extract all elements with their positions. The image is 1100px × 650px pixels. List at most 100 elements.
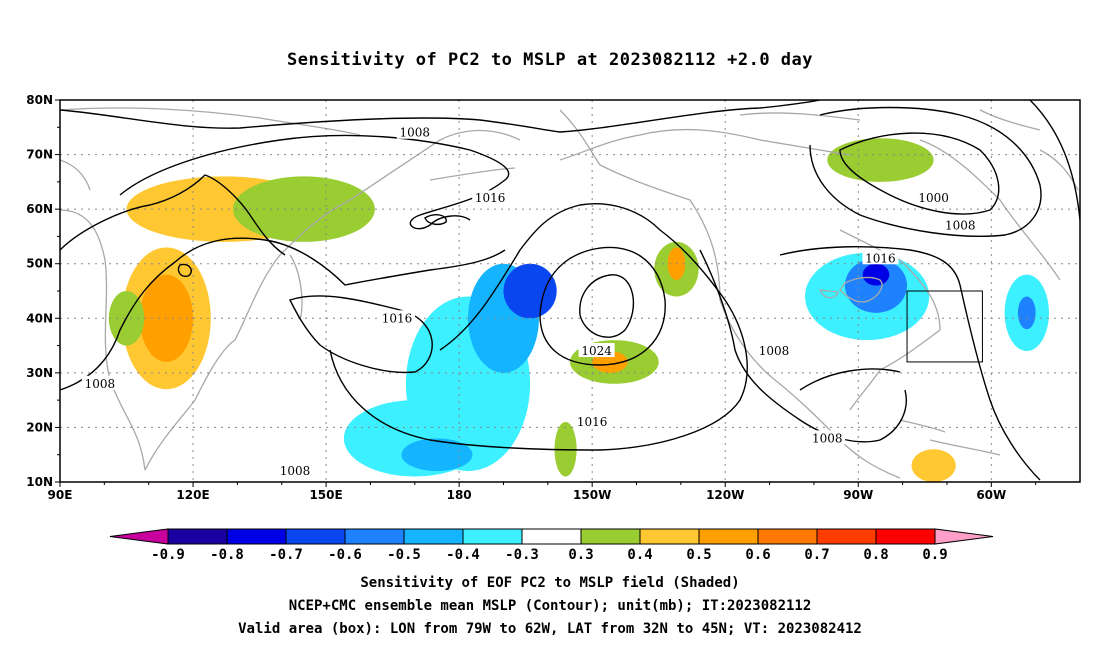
lon-tick-label: 120E — [176, 488, 209, 502]
shaded-region — [911, 449, 956, 482]
colorbar-high-arrow — [934, 528, 994, 545]
lat-tick-label: 30N — [26, 366, 53, 380]
colorbar-segment — [462, 528, 523, 545]
colorbar-segment — [639, 528, 700, 545]
contour-label-bg — [809, 430, 846, 445]
contour-1008-west — [60, 237, 506, 391]
contour-label: 1008 — [280, 464, 311, 478]
lat-tick-label: 80N — [26, 93, 53, 107]
colorbar-label: -0.9 — [151, 547, 185, 563]
colorbar-segment — [521, 528, 582, 545]
colorbar-segment — [875, 528, 936, 545]
contour-label-bg — [574, 413, 611, 428]
shaded-region — [232, 176, 375, 242]
contour-label: 1008 — [812, 431, 843, 445]
contour-label: 1008 — [945, 219, 976, 233]
contour-label: 1016 — [475, 191, 506, 205]
colorbar-segment — [698, 528, 759, 545]
map-title: Sensitivity of PC2 to MSLP at 2023082112… — [286, 50, 813, 70]
shaded-region — [862, 263, 890, 286]
contour-label: 1016 — [577, 415, 608, 429]
mslp-contours — [60, 100, 1080, 481]
colorbar-label: -0.8 — [210, 547, 244, 563]
contour-label: 1000 — [918, 191, 949, 205]
contour-label-bg — [915, 190, 952, 205]
contour-label-bg — [81, 375, 118, 390]
contour-label-bg — [277, 463, 314, 478]
contour-label: 1008 — [759, 344, 790, 358]
contour-1024-inner — [579, 274, 635, 338]
contour-1016-nw — [60, 174, 286, 256]
colorbar-label: -0.6 — [328, 547, 362, 563]
colorbar-label: 0.6 — [745, 547, 770, 563]
colorbar-label: 0.5 — [686, 547, 711, 563]
lon-tick-label: 150E — [309, 488, 342, 502]
shaded-region — [339, 361, 375, 395]
contour-1016-east — [779, 246, 1041, 481]
shaded-region — [503, 263, 557, 319]
contour-1008-east — [699, 249, 907, 443]
colorbar-segment — [167, 528, 228, 545]
lon-tick-label: 120W — [706, 488, 744, 502]
contour-small-2 — [424, 214, 447, 226]
colorbar: -0.9 -0.8 -0.7 -0.6 -0.5 -0.4 -0.3 0.3 0.4 0.5 0.6… — [109, 528, 994, 563]
colorbar-label: -0.5 — [387, 547, 421, 563]
caption-line-3: Valid area (box): LON from 79W to 62W, L… — [238, 621, 862, 637]
contour-labels: 1008 1016 1000 1008 1016 1016 1024 1008 1008 1016… — [81, 124, 979, 478]
contour-1008-north — [60, 100, 821, 133]
contour-label: 1008 — [85, 377, 116, 391]
contour-label: 1016 — [865, 251, 896, 265]
colorbar-low-arrow — [109, 528, 169, 545]
contour-label-bg — [472, 190, 509, 205]
contour-label: 1016 — [382, 311, 413, 325]
contour-label-bg — [942, 217, 979, 232]
lon-tick-label: 180 — [447, 488, 472, 502]
contour-label-bg — [862, 250, 899, 265]
contour-1024-high — [539, 246, 666, 366]
lon-tick-label: 150W — [573, 488, 611, 502]
lon-tick-label: 90E — [48, 488, 73, 502]
contour-1016-west — [289, 295, 433, 374]
grid-lines — [60, 100, 1080, 482]
colorbar-label: 0.7 — [804, 547, 829, 563]
colorbar-segment — [403, 528, 464, 545]
colorbar-label: -0.4 — [446, 547, 480, 563]
colorbar-segment — [757, 528, 818, 545]
colorbar-segment — [816, 528, 877, 545]
lat-tick-label: 70N — [26, 148, 53, 162]
contour-1008-lobe — [119, 134, 510, 230]
contour-label-bg — [396, 124, 433, 139]
colorbar-label: -0.7 — [269, 547, 303, 563]
contour-1008-ne — [809, 106, 1042, 237]
lat-tick-label: 10N — [26, 475, 53, 489]
caption-line-1: Sensitivity of EOF PC2 to MSLP field (Sh… — [360, 575, 740, 591]
colorbar-segment — [285, 528, 346, 545]
lat-tick-label: 40N — [26, 311, 53, 325]
lon-tick-label: 60W — [976, 488, 1006, 502]
contour-label: 1008 — [400, 126, 431, 140]
contour-1016-ne — [799, 100, 1080, 391]
contour-label-bg — [578, 343, 615, 358]
contour-label-bg — [379, 310, 416, 325]
lat-tick-label: 60N — [26, 202, 53, 216]
contour-1016-high — [329, 203, 748, 451]
lat-tick-label: 50N — [26, 257, 53, 271]
shaded-region — [827, 138, 934, 182]
colorbar-segment — [226, 528, 287, 545]
shaded-region — [747, 449, 775, 482]
caption-line-2: NCEP+CMC ensemble mean MSLP (Contour); u… — [288, 598, 812, 614]
colorbar-label: 0.4 — [627, 547, 652, 563]
shaded-region — [1017, 296, 1036, 330]
shaded-region — [401, 438, 473, 472]
colorbar-label: 0.9 — [922, 547, 947, 563]
coastlines — [60, 107, 1079, 479]
contour-label-bg — [756, 343, 792, 358]
colorbar-segment — [580, 528, 641, 545]
valid-area-box — [906, 290, 983, 363]
lon-tick-label: 90W — [843, 488, 873, 502]
lat-tick-label: 20N — [26, 420, 53, 434]
contour-small-1 — [177, 263, 192, 278]
sensitivity-shading — [108, 138, 1049, 482]
colorbar-segment — [344, 528, 405, 545]
